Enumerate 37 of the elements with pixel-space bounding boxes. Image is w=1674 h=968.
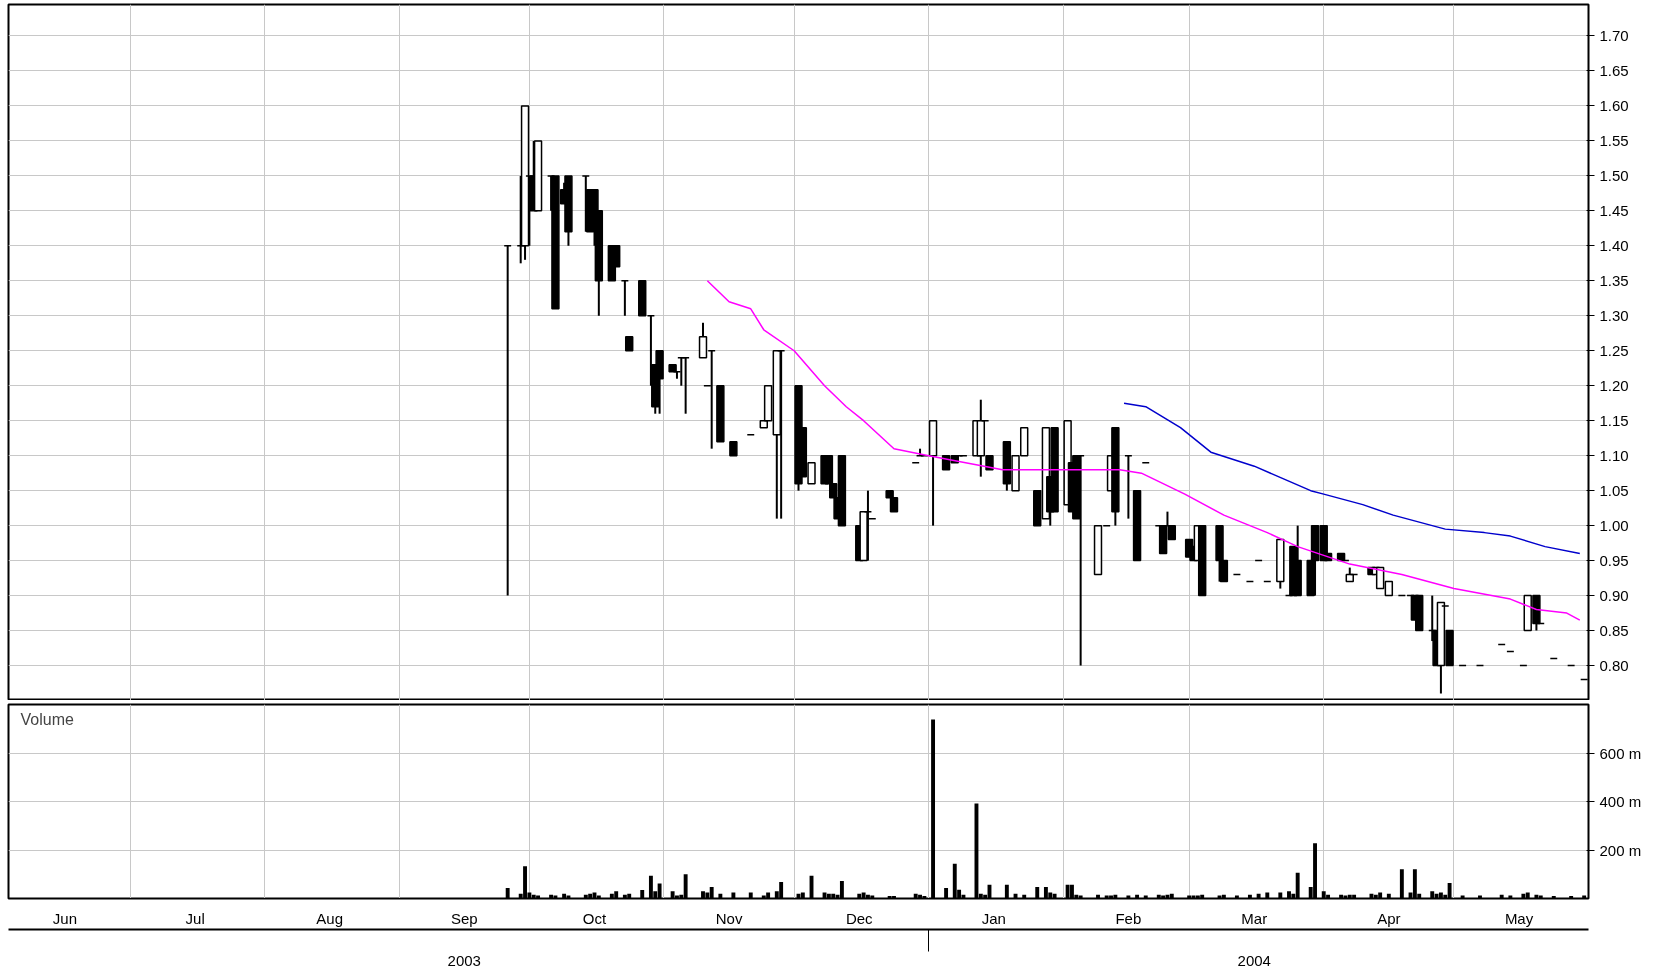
y-tick-label: 1.30 — [1599, 306, 1629, 324]
y-tick-label: 1.65 — [1599, 61, 1629, 79]
y-tick-label: 0.90 — [1599, 586, 1629, 604]
y-tick-label: 400 m — [1599, 793, 1642, 810]
x-tick-label: Feb — [1115, 909, 1142, 927]
y-tick-label: 1.35 — [1599, 271, 1629, 289]
y-tick-label: 1.25 — [1599, 341, 1629, 359]
x-tick-label: Oct — [582, 909, 607, 927]
x-tick-label: Jan — [981, 909, 1006, 927]
y-tick-label: 600 m — [1599, 744, 1642, 762]
chart-title: Volume — [20, 710, 74, 728]
y-tick-label: 200 m — [1599, 841, 1642, 859]
y-tick-label: 0.85 — [1599, 621, 1629, 639]
x2-tick-label: 2004 — [1237, 951, 1271, 968]
x-tick-label: Sep — [450, 909, 478, 927]
x-tick-label: May — [1504, 909, 1534, 927]
y-tick-label: 1.70 — [1599, 26, 1629, 44]
y-tick-label: 1.00 — [1599, 516, 1629, 534]
x-tick-label: Apr — [1377, 909, 1401, 927]
y-tick-label: 1.40 — [1599, 236, 1629, 254]
y-tick-label: 0.80 — [1599, 656, 1629, 674]
x-tick-label: Nov — [715, 909, 743, 927]
y-tick-label: 1.60 — [1599, 96, 1629, 114]
x-tick-label: Aug — [316, 909, 344, 927]
x-tick-label: Jul — [185, 909, 205, 927]
y-tick-label: 1.50 — [1599, 166, 1629, 184]
y-tick-label: 1.15 — [1599, 411, 1629, 429]
x2-tick-label: 2003 — [447, 951, 481, 968]
y-tick-label: 0.95 — [1599, 551, 1629, 569]
y-tick-label: 1.05 — [1599, 481, 1629, 499]
x-tick-label: Mar — [1241, 909, 1268, 927]
x-tick-label: Dec — [845, 909, 874, 927]
y-tick-label: 1.10 — [1599, 446, 1629, 464]
y-tick-label: 1.45 — [1599, 201, 1629, 219]
y-tick-label: 1.55 — [1599, 131, 1629, 149]
y-tick-label: 1.20 — [1599, 376, 1629, 394]
x-tick-label: Jun — [52, 909, 78, 927]
